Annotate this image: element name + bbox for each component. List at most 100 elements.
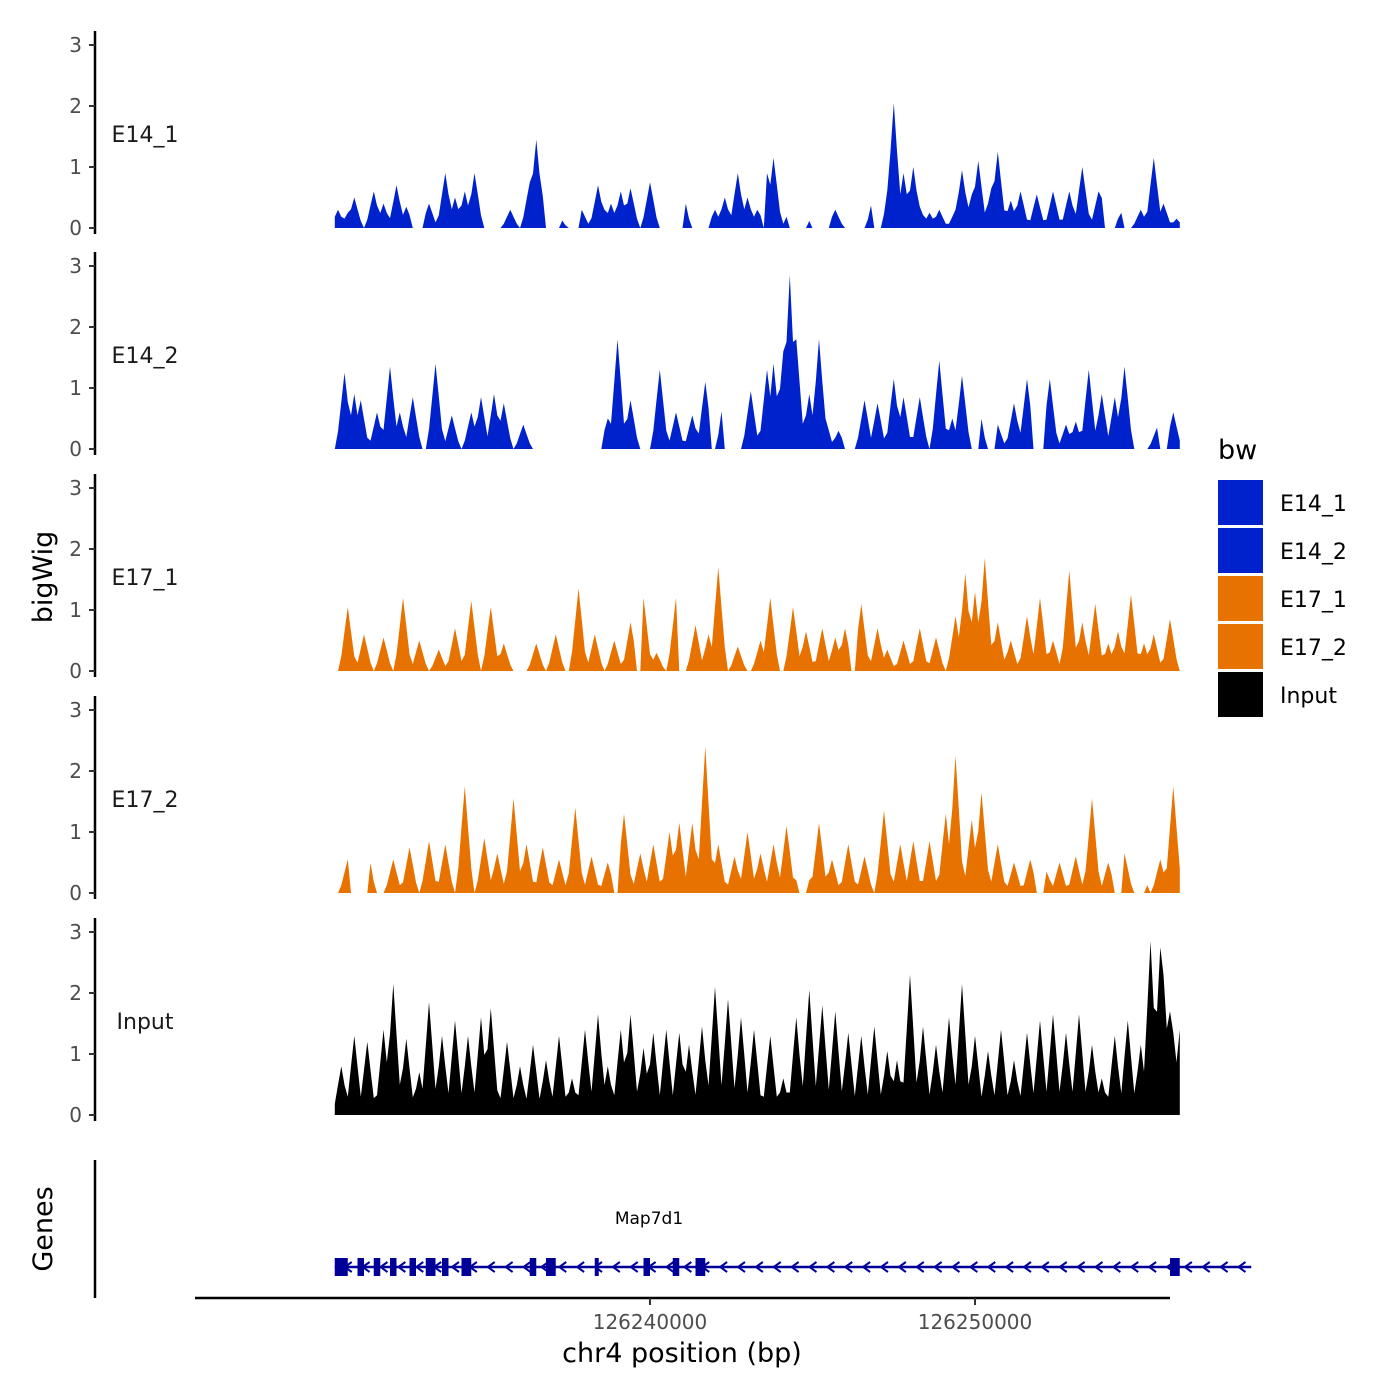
strand-arrow <box>1093 1261 1104 1273</box>
legend-title: bw <box>1218 435 1257 466</box>
strand-arrow <box>1075 1261 1086 1273</box>
y-tick-label: 0 <box>69 659 82 683</box>
strand-arrow <box>736 1261 746 1273</box>
strand-arrow <box>396 1261 406 1273</box>
strand-arrow <box>1004 1261 1014 1273</box>
y-tick-label: 1 <box>69 376 82 400</box>
area-E14_2 <box>334 275 1180 449</box>
exon <box>442 1258 449 1276</box>
signal-tracks: 0 1 2 3 E14_1 0 1 2 3 E14_2 0 1 2 3 E17_1 0 1 2 3 E17_2 0 1 2 3… <box>69 31 1180 1127</box>
strand-arrow <box>825 1261 835 1273</box>
legend: bw E14_1 E14_2 E17_1 E17_2 Input <box>1218 435 1347 717</box>
y-tick-label: 0 <box>69 1103 82 1127</box>
track-E14_1: 0 1 2 3 E14_1 <box>69 31 1180 240</box>
legend-label-E17_2: E17_2 <box>1280 636 1347 661</box>
y-tick-label: 0 <box>69 216 82 240</box>
strand-arrow <box>1218 1261 1229 1273</box>
strand-arrow <box>1147 1261 1157 1273</box>
strand-arrow <box>1058 1261 1068 1273</box>
exon <box>390 1258 397 1276</box>
y-axis-title: bigWig <box>28 531 59 624</box>
strand-arrow <box>986 1261 996 1273</box>
x-axis: 126240000 126250000 <box>195 1296 1170 1334</box>
exon <box>409 1258 416 1276</box>
y-tick-label: 3 <box>69 698 82 722</box>
exon <box>461 1258 472 1276</box>
exon <box>357 1258 364 1276</box>
y-tick-label: 2 <box>69 759 82 783</box>
strand-arrow <box>718 1261 728 1273</box>
area-E17_1 <box>334 558 1180 671</box>
exon <box>546 1258 556 1276</box>
strand-arrow <box>1236 1261 1247 1273</box>
exon <box>695 1258 706 1276</box>
strand-arrow <box>1129 1261 1139 1273</box>
strand-arrow <box>789 1261 800 1273</box>
legend-swatch-Input <box>1218 672 1263 717</box>
strand-arrow <box>575 1261 585 1273</box>
gene-track: Map7d1 <box>93 1160 1252 1298</box>
track-label-E14_2: E14_2 <box>112 344 179 369</box>
strand-arrow <box>1111 1261 1121 1273</box>
strand-arrow <box>1022 1261 1032 1273</box>
strand-arrow <box>486 1261 496 1273</box>
strand-arrow <box>879 1261 889 1273</box>
y-tick-label: 2 <box>69 981 82 1005</box>
legend-swatch-E17_1 <box>1218 576 1263 621</box>
legend-label-Input: Input <box>1280 684 1337 709</box>
strand-arrow <box>450 1261 460 1273</box>
track-label-E14_1: E14_1 <box>112 123 179 148</box>
x-axis-title: chr4 position (bp) <box>562 1338 802 1369</box>
area-E17_2 <box>334 746 1180 893</box>
legend-swatch-E14_2 <box>1218 528 1263 573</box>
strand-arrow <box>629 1261 639 1273</box>
strand-arrow <box>503 1261 514 1273</box>
strand-arrow <box>950 1261 961 1273</box>
y-tick-label: 1 <box>69 155 82 179</box>
y-tick-label: 1 <box>69 820 82 844</box>
strand-arrow <box>772 1261 782 1273</box>
legend-label-E17_1: E17_1 <box>1280 588 1347 613</box>
strand-arrow <box>378 1261 389 1273</box>
track-label-E17_2: E17_2 <box>112 788 179 813</box>
strand-arrow <box>664 1261 675 1273</box>
y-tick-label: 1 <box>69 598 82 622</box>
x-tick-label: 126240000 <box>593 1310 708 1334</box>
area-E14_1 <box>334 103 1180 228</box>
y-tick-label: 3 <box>69 476 82 500</box>
legend-swatch-E14_1 <box>1218 480 1263 525</box>
track-label-Input: Input <box>117 1010 174 1035</box>
y-tick-label: 0 <box>69 437 82 461</box>
strand-arrow <box>932 1261 943 1273</box>
legend-label-E14_1: E14_1 <box>1280 492 1347 517</box>
strand-arrow <box>897 1261 907 1273</box>
exon <box>373 1258 381 1276</box>
area-Input <box>334 941 1180 1115</box>
strand-arrow <box>861 1261 871 1273</box>
strand-arrow <box>414 1261 424 1273</box>
strand-arrow <box>557 1261 567 1273</box>
exon <box>334 1258 348 1276</box>
exon <box>672 1258 680 1276</box>
exon <box>425 1258 436 1276</box>
track-E14_2: 0 1 2 3 E14_2 <box>69 252 1180 461</box>
strand-arrow <box>521 1261 532 1273</box>
strand-arrow <box>968 1261 978 1273</box>
track-label-E17_1: E17_1 <box>112 566 179 591</box>
y-tick-label: 2 <box>69 315 82 339</box>
exon <box>1170 1258 1180 1276</box>
y-tick-label: 1 <box>69 1042 82 1066</box>
track-Input: 0 1 2 3 Input <box>69 918 1180 1127</box>
legend-swatch-E17_2 <box>1218 624 1263 669</box>
strand-arrow <box>915 1261 925 1273</box>
strand-arrow <box>807 1261 818 1273</box>
strand-arrow <box>843 1261 853 1273</box>
legend-label-E14_2: E14_2 <box>1280 540 1347 565</box>
x-tick-label: 126250000 <box>918 1310 1033 1334</box>
track-E17_2: 0 1 2 3 E17_2 <box>69 696 1180 905</box>
strand-arrow <box>611 1261 621 1273</box>
exon <box>643 1258 650 1276</box>
strand-arrow <box>1201 1261 1211 1273</box>
genes-axis-title: Genes <box>28 1186 59 1271</box>
